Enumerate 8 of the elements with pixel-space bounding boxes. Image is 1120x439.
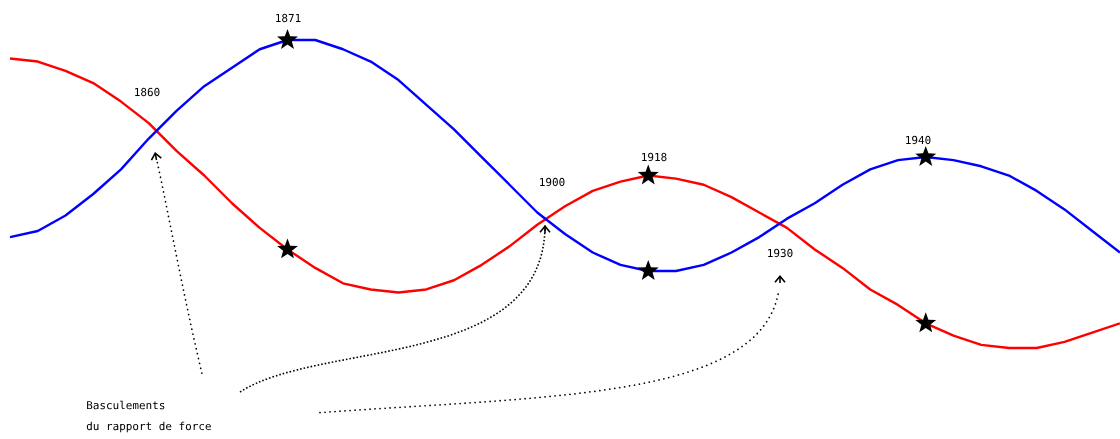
annotation: 1940 [906, 135, 931, 145]
text: Basculements [87, 400, 165, 410]
annotation: 1930 [768, 248, 793, 258]
annotation: 1900 [540, 177, 565, 187]
annotation: 1860 [135, 87, 160, 97]
text: du rapport de force [86, 421, 211, 433]
annotation: 1918 [642, 152, 667, 162]
text: 1871 [276, 13, 301, 23]
